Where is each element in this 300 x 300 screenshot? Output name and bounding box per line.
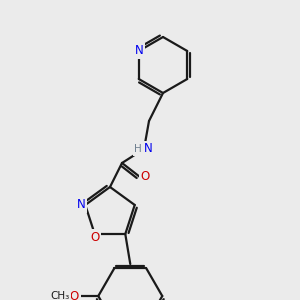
Text: H: H <box>134 144 142 154</box>
Text: N: N <box>144 142 152 155</box>
Text: O: O <box>140 170 150 184</box>
Text: O: O <box>90 230 99 244</box>
Text: CH₃: CH₃ <box>51 291 70 300</box>
Text: N: N <box>134 44 143 58</box>
Text: N: N <box>77 199 85 212</box>
Text: O: O <box>70 290 79 300</box>
